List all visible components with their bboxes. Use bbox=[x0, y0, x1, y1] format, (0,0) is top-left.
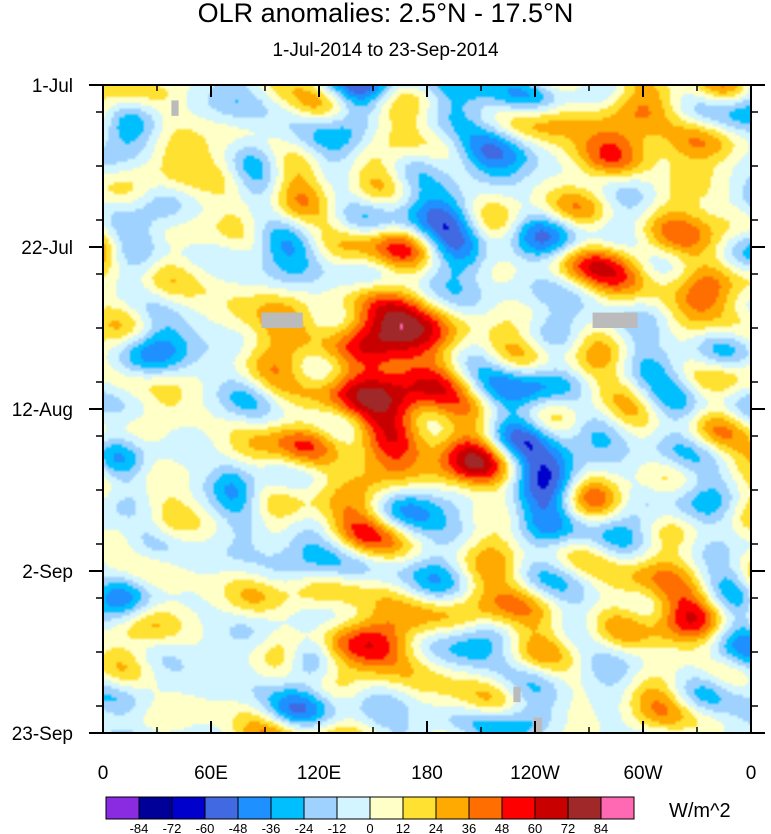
colorbar-swatch bbox=[600, 796, 635, 820]
y-tick-label: 23-Sep bbox=[12, 724, 73, 745]
colorbar-swatch bbox=[567, 796, 602, 820]
colorbar-level-label: -60 bbox=[196, 821, 215, 834]
colorbar-level-label: 12 bbox=[396, 821, 410, 834]
axis-ticks: 0 60E 120E 180 120W 60W 0 1-Jul 22-Jul 12-Aug 2-Se… bbox=[12, 76, 765, 784]
y-tick-label: 1-Jul bbox=[32, 76, 73, 97]
missing-data-patch bbox=[171, 100, 179, 116]
x-tick-label: 60E bbox=[194, 763, 228, 784]
colorbar-level-label: -24 bbox=[295, 821, 314, 834]
colorbar-swatch bbox=[501, 796, 536, 820]
colorbar-swatch bbox=[270, 796, 305, 820]
y-tick-label: 22-Jul bbox=[21, 238, 73, 259]
missing-data bbox=[171, 100, 638, 733]
colorbar-level-label: -36 bbox=[262, 821, 281, 834]
colorbar-swatch bbox=[435, 796, 470, 820]
colorbar-level-label: -48 bbox=[229, 821, 248, 834]
missing-data-patch bbox=[261, 312, 303, 328]
y-tick-label: 2-Sep bbox=[22, 562, 73, 583]
anomaly-raster bbox=[103, 85, 751, 733]
colorbar-level-label: 72 bbox=[561, 821, 575, 834]
colorbar: -84 -72 -60 -48 -36 -24 -12 0 12 24 36 48 60 72 84 bbox=[105, 796, 635, 834]
anomaly-field bbox=[103, 85, 751, 733]
colorbar-level-label: -84 bbox=[130, 821, 149, 834]
x-tick-label: 0 bbox=[746, 763, 757, 784]
colorbar-level-label: 84 bbox=[594, 821, 608, 834]
colorbar-swatch bbox=[402, 796, 437, 820]
colorbar-swatch bbox=[138, 796, 173, 820]
colorbar-level-label: 0 bbox=[366, 821, 373, 834]
colorbar-swatch bbox=[369, 796, 404, 820]
colorbar-level-label: -12 bbox=[328, 821, 347, 834]
missing-data-patch bbox=[513, 686, 521, 703]
colorbar-swatch bbox=[237, 796, 272, 820]
missing-data-patch bbox=[533, 717, 543, 733]
colorbar-swatch bbox=[204, 796, 239, 820]
colorbar-swatch bbox=[336, 796, 371, 820]
colorbar-level-label: -72 bbox=[163, 821, 182, 834]
colorbar-swatch bbox=[105, 796, 140, 820]
chart-subtitle: 1-Jul-2014 to 23-Sep-2014 bbox=[272, 40, 499, 61]
x-tick-label: 120W bbox=[510, 763, 560, 784]
colorbar-swatch bbox=[534, 796, 569, 820]
x-tick-label: 60W bbox=[623, 763, 662, 784]
colorbar-units: W/m^2 bbox=[669, 800, 731, 822]
colorbar-level-label: 24 bbox=[429, 821, 443, 834]
x-tick-label: 0 bbox=[98, 763, 109, 784]
y-tick-label: 12-Aug bbox=[12, 400, 73, 421]
colorbar-swatch bbox=[303, 796, 338, 820]
x-tick-label: 180 bbox=[411, 763, 443, 784]
colorbar-swatch bbox=[171, 796, 206, 820]
colorbar-level-label: 36 bbox=[462, 821, 476, 834]
colorbar-level-label: 48 bbox=[495, 821, 509, 834]
chart-title: OLR anomalies: 2.5°N - 17.5°N bbox=[197, 0, 574, 28]
missing-data-patch bbox=[592, 312, 638, 328]
x-tick-label: 120E bbox=[297, 763, 341, 784]
colorbar-level-label: 60 bbox=[528, 821, 542, 834]
colorbar-swatch bbox=[468, 796, 503, 820]
